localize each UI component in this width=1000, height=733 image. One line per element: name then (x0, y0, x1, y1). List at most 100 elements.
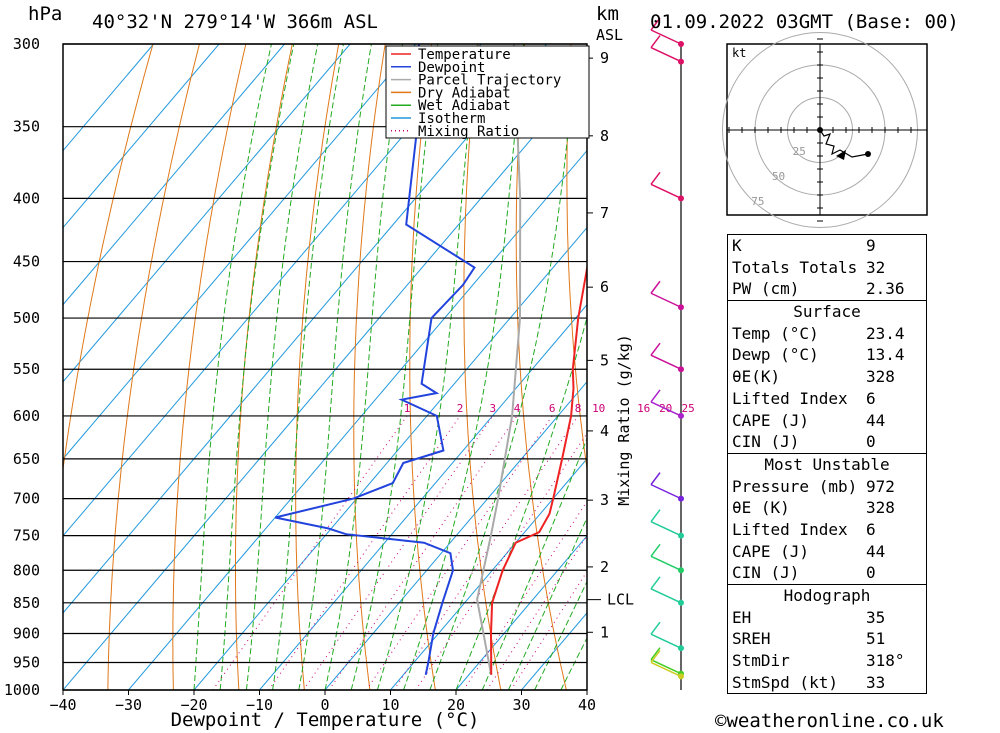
wind-level-dot (678, 567, 684, 574)
x-tick-label: −40 (49, 696, 76, 714)
hodograph-trace (819, 129, 869, 158)
x-tick-label: −20 (180, 696, 207, 714)
wet-adiabat-line (534, 580, 587, 690)
wet-adiabat-line (219, 44, 295, 690)
index-value: 33 (866, 672, 886, 692)
pressure-tick-label: 550 (13, 360, 40, 378)
location-title: 40°32'N 279°14'W 366m ASL (92, 11, 378, 33)
wind-level-dot (678, 366, 684, 373)
hodograph-end-dot (865, 151, 871, 157)
index-label: CIN (J) (732, 563, 800, 583)
pressure-tick-label: 400 (13, 189, 40, 207)
wind-barb-flag (650, 647, 661, 661)
wind-barb-flag (650, 509, 661, 523)
wind-barb-flag (650, 17, 661, 31)
x-tick-label: 30 (512, 696, 530, 714)
index-label: SREH (732, 629, 771, 649)
index-label: StmDir (732, 651, 790, 671)
wind-level-dot (678, 673, 684, 680)
wet-adiabat-line (403, 44, 525, 690)
dry-adiabat-line (172, 44, 247, 690)
most-unstable-box: Most Unstable Pressure (mb) 972 θE (K) 328 L… (727, 452, 927, 584)
pressure-tick-label: 1000 (4, 681, 40, 699)
isotherm-line (63, 44, 416, 460)
index-value: 35 (866, 607, 886, 627)
pressure-tick-label: 350 (13, 118, 40, 136)
km-tick-label: 2 (600, 558, 609, 576)
wind-barb-flag (650, 171, 661, 185)
index-label: CAPE (J) (732, 410, 810, 430)
wet-adiabat-line (376, 44, 478, 690)
index-row: θE(K) 328 (728, 366, 926, 388)
mixing-ratio-label: 4 (514, 402, 521, 415)
dry-adiabat-line (941, 35, 1000, 690)
km-tick-label: 3 (600, 491, 609, 509)
mixing-ratio-label: 6 (549, 402, 556, 415)
wet-adiabat-line (429, 44, 578, 690)
index-value: 51 (866, 629, 886, 649)
mixing-ratio-axis-title: Mixing Ratio (g/kg) (615, 334, 633, 506)
index-row: Lifted Index 6 (728, 388, 926, 410)
pressure-unit-label: hPa (28, 3, 62, 25)
temperature-line (489, 263, 587, 675)
wind-profile (650, 17, 684, 690)
wind-barb-shaft (650, 29, 682, 45)
hodograph-panel: kt 25 50 75 (722, 32, 928, 228)
dry-adiabat-line (353, 44, 386, 690)
isotherm-line (63, 72, 587, 690)
hodograph-indices-box: Hodograph EH 35 SREH 51 StmDir 318° StmSpd (kt… (727, 584, 927, 695)
index-row: StmDir 318° (728, 650, 926, 672)
most-unstable-title: Most Unstable (764, 454, 890, 474)
index-row: EH 35 (728, 607, 926, 629)
index-value: 0 (866, 563, 876, 583)
copyright-text: ©weatheronline.co.uk (715, 710, 944, 732)
dry-adiabat-line (107, 44, 200, 690)
isotherm-line (63, 44, 285, 306)
dry-adiabat-line (987, 35, 1000, 690)
mixing-ratio-labels: 12346810162025 (404, 402, 695, 415)
index-label: CIN (J) (732, 432, 800, 452)
wind-barb-flag (650, 280, 661, 294)
dry-adiabat-line (515, 44, 567, 690)
index-row: Dewp (°C) 13.4 (728, 344, 926, 366)
index-row: Pressure (mb) 972 (728, 476, 926, 498)
mixing-ratio-label: 1 (404, 402, 411, 415)
index-label: K (732, 236, 742, 255)
index-row: CAPE (J) 44 (728, 410, 926, 432)
hodograph-ring-label: 25 (793, 145, 806, 158)
height-unit-asl-label: ASL (596, 26, 623, 44)
wind-barb-flag (650, 649, 661, 663)
hodograph-unit-label: kt (732, 46, 746, 60)
surface-box: Surface Temp (°C) 23.4 Dewp (°C) 13.4 θE(K) 3… (727, 300, 927, 453)
dry-adiabat-line (463, 44, 502, 690)
km-tick-label: 6 (600, 278, 609, 296)
x-tick-label: 0 (320, 696, 329, 714)
wind-level-dot (678, 532, 684, 539)
index-row: PW (cm) 2.36 (728, 278, 926, 300)
index-label: Temp (°C) (732, 323, 819, 343)
wind-level-dot (678, 495, 684, 502)
legend-label: Dewpoint (418, 60, 485, 76)
index-label: PW (cm) (732, 279, 800, 299)
pressure-tick-label: 750 (13, 527, 40, 545)
index-label: CAPE (J) (732, 541, 810, 561)
index-value: 318° (866, 651, 905, 671)
index-row: Lifted Index 6 (728, 519, 926, 541)
x-tick-label: 40 (578, 696, 596, 714)
km-tick-label: 5 (600, 351, 609, 369)
index-value: 0 (866, 432, 876, 452)
pressure-tick-label: 500 (13, 309, 40, 327)
lcl-label: LCL (607, 591, 634, 609)
wind-barb-flag (650, 543, 661, 557)
index-row: SREH 51 (728, 628, 926, 650)
pressure-tick-label: 700 (13, 490, 40, 508)
index-value: 2.36 (866, 279, 905, 299)
wind-level-dot (678, 304, 684, 311)
dewpoint-line (274, 44, 476, 676)
pressure-tick-label: 950 (13, 653, 40, 671)
wind-barb-shaft (650, 46, 682, 63)
dry-adiabat-line (63, 44, 154, 473)
wet-adiabat-line (507, 516, 587, 690)
index-value: 6 (866, 519, 876, 539)
dry-adiabat-line (566, 44, 587, 473)
